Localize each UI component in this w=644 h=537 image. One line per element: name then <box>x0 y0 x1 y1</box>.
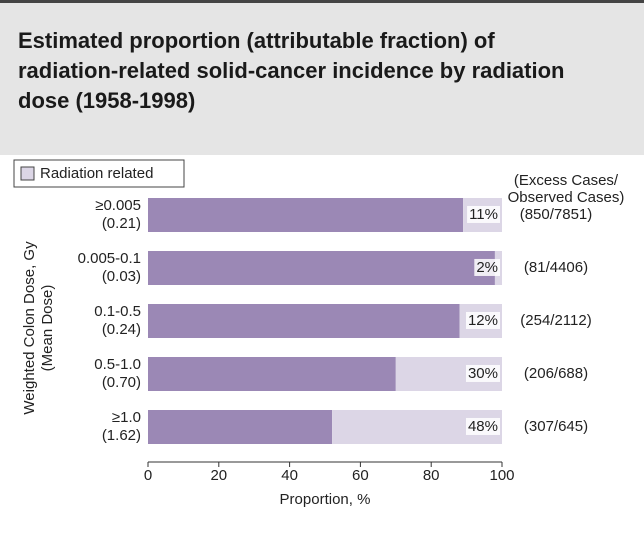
y-axis-label: Weighted Colon Dose, Gy <box>21 241 38 415</box>
x-tick-label: 60 <box>352 467 369 484</box>
legend-swatch <box>20 166 35 181</box>
annotation: (254/2112) <box>520 312 591 329</box>
annotation: (81/4406) <box>524 259 588 276</box>
title-band <box>0 0 644 155</box>
value-label: 11% <box>469 206 498 223</box>
x-tick-label: 20 <box>210 467 227 484</box>
legend-label: Radiation related <box>40 165 153 182</box>
annotation: (850/7851) <box>520 206 593 223</box>
annotation: (206/688) <box>524 365 588 382</box>
x-tick-label: 100 <box>489 467 514 484</box>
category-label: 0.005-0.1 <box>78 250 141 267</box>
x-axis-label: Proportion, % <box>280 491 371 508</box>
bar-segment <box>148 357 396 391</box>
annotation-header: (Excess Cases/ <box>514 172 619 189</box>
category-label: 0.5-1.0 <box>94 356 141 373</box>
chart-title: dose (1958-1998) <box>18 88 195 113</box>
category-label: ≥1.0 <box>112 409 141 426</box>
bar-segment <box>148 304 460 338</box>
chart-title: Estimated proportion (attributable fract… <box>18 28 495 53</box>
bar-segment <box>148 251 495 285</box>
mean-dose-label: (0.24) <box>102 321 141 338</box>
legend-box <box>13 159 185 188</box>
value-label-bg <box>467 205 500 223</box>
value-label-bg <box>465 311 500 329</box>
top-rule <box>0 0 644 3</box>
bar-segment <box>148 198 464 232</box>
category-label: 0.1-0.5 <box>94 303 141 320</box>
bar-segment <box>148 410 333 444</box>
value-label: 12% <box>468 312 498 329</box>
value-label-bg <box>465 364 500 382</box>
x-tick-label: 0 <box>144 467 152 484</box>
value-label: 2% <box>476 259 498 276</box>
value-label: 30% <box>468 365 498 382</box>
value-label: 48% <box>468 418 498 435</box>
chart-title: radiation-related solid-cancer incidence… <box>18 58 564 83</box>
category-label: ≥0.005 <box>95 197 141 214</box>
mean-dose-label: (0.70) <box>102 374 141 391</box>
x-tick-label: 40 <box>281 467 298 484</box>
annotation-header: Observed Cases) <box>508 189 625 206</box>
y-axis-label: (Mean Dose) <box>39 285 56 372</box>
mean-dose-label: (0.03) <box>102 268 141 285</box>
value-label-bg <box>465 417 500 435</box>
annotation: (307/645) <box>524 418 588 435</box>
x-tick-label: 80 <box>423 467 440 484</box>
mean-dose-label: (1.62) <box>102 427 141 444</box>
mean-dose-label: (0.21) <box>102 215 141 232</box>
value-label-bg <box>474 258 500 276</box>
